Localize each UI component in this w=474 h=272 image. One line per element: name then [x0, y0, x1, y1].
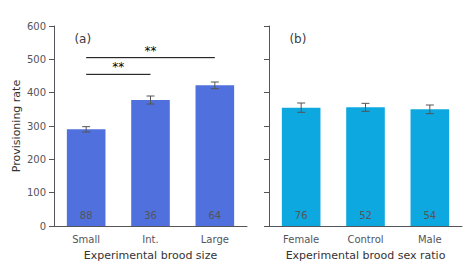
- svg-text:Int.: Int.: [142, 234, 158, 245]
- svg-text:500: 500: [27, 54, 46, 65]
- svg-text:**: **: [145, 44, 157, 58]
- svg-text:Male: Male: [418, 234, 442, 245]
- svg-text:88: 88: [80, 210, 93, 221]
- svg-text:**: **: [112, 60, 124, 74]
- svg-text:52: 52: [359, 210, 372, 221]
- svg-text:76: 76: [295, 210, 308, 221]
- svg-text:54: 54: [423, 210, 436, 221]
- svg-text:0: 0: [40, 221, 46, 232]
- svg-text:Large: Large: [201, 234, 229, 245]
- svg-text:Experimental brood sex ratio: Experimental brood sex ratio: [286, 249, 446, 262]
- svg-text:36: 36: [144, 210, 157, 221]
- svg-text:(b): (b): [289, 32, 306, 46]
- svg-text:600: 600: [27, 21, 46, 32]
- svg-text:Female: Female: [283, 234, 319, 245]
- svg-text:64: 64: [208, 210, 221, 221]
- svg-text:Provisioning rate: Provisioning rate: [10, 80, 23, 173]
- svg-text:400: 400: [27, 87, 46, 98]
- svg-text:Experimental brood size: Experimental brood size: [84, 249, 218, 262]
- svg-text:200: 200: [27, 154, 46, 165]
- svg-text:Control: Control: [347, 234, 383, 245]
- svg-text:300: 300: [27, 121, 46, 132]
- svg-text:100: 100: [27, 187, 46, 198]
- svg-text:Small: Small: [72, 234, 100, 245]
- svg-text:(a): (a): [74, 32, 91, 46]
